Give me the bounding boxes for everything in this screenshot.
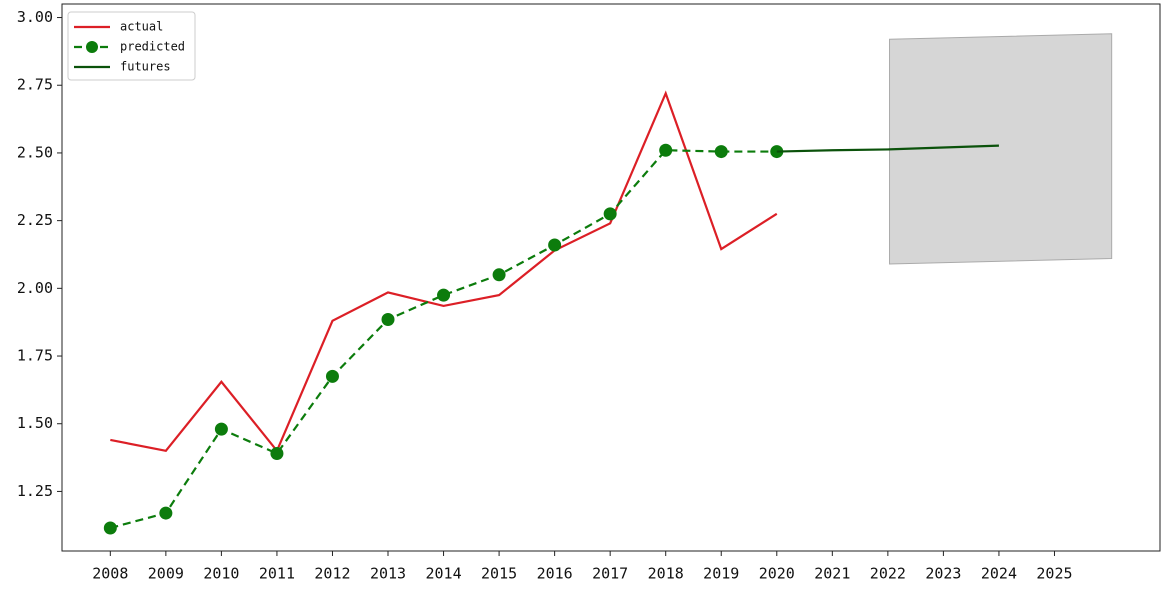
x-tick-label: 2020 bbox=[759, 565, 795, 583]
plot-area bbox=[103, 33, 1113, 535]
point bbox=[214, 422, 228, 436]
x-tick-label: 2013 bbox=[370, 565, 406, 583]
x-tick-label: 2021 bbox=[814, 565, 850, 583]
point bbox=[659, 143, 673, 157]
x-tick-label: 2012 bbox=[314, 565, 350, 583]
x-tick-label: 2010 bbox=[203, 565, 239, 583]
x-tick-label: 2018 bbox=[648, 565, 684, 583]
point bbox=[159, 506, 173, 520]
x-tick-label: 2014 bbox=[425, 565, 461, 583]
x-tick-label: 2023 bbox=[925, 565, 961, 583]
legend-label: predicted bbox=[120, 40, 185, 54]
legend-label: futures bbox=[120, 60, 171, 74]
series-line bbox=[110, 90, 778, 453]
y-tick-label: 1.25 bbox=[17, 482, 53, 500]
series-line bbox=[776, 144, 999, 153]
x-tick-label: 2024 bbox=[981, 565, 1017, 583]
y-tick-label: 3.00 bbox=[17, 8, 53, 26]
plot-frame bbox=[61, 3, 1161, 552]
x-tick-label: 2019 bbox=[703, 565, 739, 583]
legend-marker bbox=[86, 41, 98, 53]
point bbox=[714, 145, 728, 159]
legend-label: actual bbox=[120, 20, 163, 34]
series-line bbox=[110, 149, 777, 530]
x-tick-label: 2022 bbox=[870, 565, 906, 583]
point bbox=[437, 288, 451, 302]
point bbox=[103, 521, 117, 535]
point bbox=[325, 369, 339, 383]
y-tick-label: 2.75 bbox=[17, 76, 53, 94]
x-tick-label: 2011 bbox=[259, 565, 295, 583]
x-tick-label: 2015 bbox=[481, 565, 517, 583]
y-tick-label: 2.25 bbox=[17, 211, 53, 229]
point bbox=[381, 312, 395, 326]
forecast-band bbox=[889, 33, 1113, 265]
y-tick-label: 1.75 bbox=[17, 347, 53, 365]
x-tick-label: 2025 bbox=[1036, 565, 1072, 583]
x-tick-label: 2016 bbox=[537, 565, 573, 583]
x-tick-label: 2008 bbox=[92, 565, 128, 583]
point bbox=[492, 268, 506, 282]
x-tick-label: 2017 bbox=[592, 565, 628, 583]
point bbox=[548, 238, 562, 252]
y-tick-label: 2.00 bbox=[17, 279, 53, 297]
legend: actual predicted futures bbox=[67, 11, 196, 81]
point bbox=[270, 447, 284, 461]
y-tick-label: 2.50 bbox=[17, 143, 53, 161]
point bbox=[603, 207, 617, 221]
legend-box bbox=[67, 11, 196, 81]
x-tick-label: 2009 bbox=[148, 565, 184, 583]
y-tick-label: 1.50 bbox=[17, 414, 53, 432]
